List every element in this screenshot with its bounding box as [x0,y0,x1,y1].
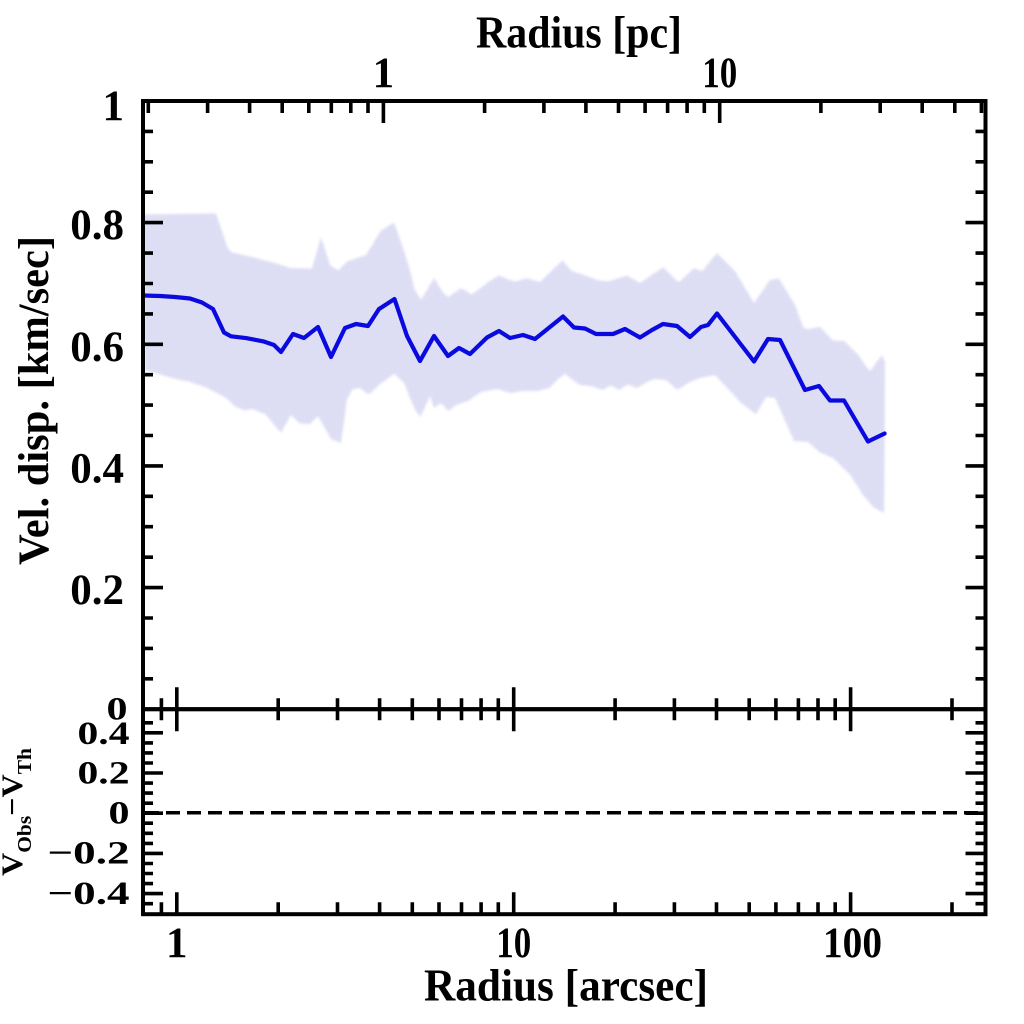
svg-text:1: 1 [166,920,188,967]
svg-text:10: 10 [496,920,531,967]
svg-text:0.6: 0.6 [70,324,124,371]
svg-text:0.2: 0.2 [78,755,130,791]
svg-text:Vel. disp. [km/sec]: Vel. disp. [km/sec] [11,236,58,565]
svg-text:100: 100 [823,920,882,967]
svg-text:0.8: 0.8 [70,202,124,249]
svg-text:−0.4: −0.4 [48,876,130,912]
svg-text:10: 10 [702,50,737,97]
svg-text:VObs−VTh: VObs−VTh [0,748,36,876]
svg-text:0: 0 [107,691,128,727]
svg-text:1: 1 [373,50,395,97]
svg-text:0.4: 0.4 [70,446,124,493]
svg-text:−0.2: −0.2 [48,836,130,872]
svg-text:1: 1 [103,83,125,130]
svg-text:Radius [arcsec]: Radius [arcsec] [424,961,708,1011]
svg-text:0.4: 0.4 [78,716,130,752]
svg-text:Radius [pc]: Radius [pc] [476,8,682,58]
svg-text:0.2: 0.2 [70,567,124,614]
svg-text:0: 0 [109,795,130,831]
